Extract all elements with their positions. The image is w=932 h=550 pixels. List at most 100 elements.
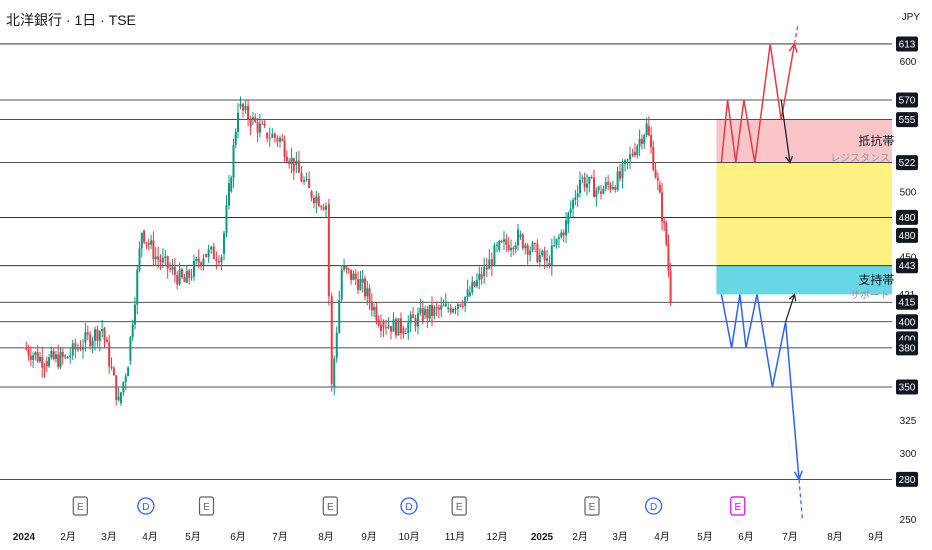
candle-body bbox=[290, 157, 293, 165]
candle-body bbox=[82, 346, 85, 350]
price-tag-label: 613 bbox=[899, 39, 916, 50]
candle-body bbox=[312, 197, 315, 204]
candle-body bbox=[79, 348, 82, 350]
candle-body bbox=[129, 336, 132, 361]
candle-body bbox=[157, 256, 160, 260]
candle-body bbox=[419, 308, 422, 314]
candle-body bbox=[91, 340, 94, 346]
dividend-marker-letter: D bbox=[405, 502, 412, 513]
zone-rect bbox=[716, 119, 892, 163]
candle-body bbox=[138, 248, 141, 270]
x-tick-label: 4月 bbox=[654, 531, 670, 543]
price-tag-label: 280 bbox=[899, 475, 916, 486]
candle-body bbox=[583, 177, 586, 188]
candle-body bbox=[380, 324, 382, 331]
scenario-down-path bbox=[720, 294, 800, 480]
candle-body bbox=[633, 152, 636, 156]
candle-body bbox=[555, 238, 558, 246]
candle-body bbox=[225, 205, 228, 234]
candle-body bbox=[279, 137, 281, 142]
candle-body bbox=[152, 240, 155, 260]
candle-body bbox=[466, 289, 469, 297]
candle-body bbox=[145, 242, 148, 244]
candle-body bbox=[431, 305, 433, 317]
candle-body bbox=[38, 356, 41, 362]
candle-body bbox=[103, 328, 106, 340]
earnings-marker bbox=[198, 496, 215, 516]
candle-body bbox=[626, 159, 629, 161]
candle-body bbox=[57, 354, 60, 367]
candle-body bbox=[475, 280, 478, 287]
candle-body bbox=[96, 329, 99, 341]
currency-label[interactable]: JPY bbox=[901, 12, 920, 23]
candle-body bbox=[485, 267, 488, 270]
candle-body bbox=[288, 161, 291, 165]
x-tick-label: 3月 bbox=[101, 531, 117, 543]
candle-body bbox=[650, 135, 653, 148]
candle-body bbox=[409, 314, 412, 323]
candle-body bbox=[595, 190, 598, 197]
candle-body bbox=[433, 307, 436, 317]
candle-body bbox=[478, 274, 481, 281]
candle-body bbox=[471, 281, 474, 293]
candle-body bbox=[529, 250, 532, 255]
x-tick-label: 9月 bbox=[868, 531, 884, 543]
candle-body bbox=[76, 348, 79, 350]
price-tag bbox=[896, 112, 918, 128]
candle-body bbox=[574, 197, 577, 200]
candle-body bbox=[150, 240, 153, 245]
y-tick-label: 500 bbox=[900, 187, 917, 198]
candle-body bbox=[663, 221, 666, 223]
candle-body bbox=[619, 171, 621, 179]
candle-body bbox=[500, 240, 503, 242]
candle-body bbox=[426, 309, 429, 319]
candle-body bbox=[108, 342, 111, 367]
candle-body bbox=[61, 351, 64, 357]
candle-body bbox=[402, 328, 405, 334]
candle-body bbox=[143, 230, 146, 243]
candle-body bbox=[249, 119, 252, 127]
candles bbox=[25, 96, 672, 406]
candle-body bbox=[375, 307, 378, 321]
scenario-up-path bbox=[720, 43, 796, 163]
y-tick-label: 250 bbox=[900, 515, 917, 526]
candle-body bbox=[86, 332, 89, 335]
price-tag-label: 555 bbox=[899, 115, 916, 126]
price-tag-label: 443 bbox=[899, 261, 916, 272]
candle-body bbox=[127, 367, 130, 377]
candle-body bbox=[69, 355, 72, 357]
candle-body bbox=[576, 193, 579, 198]
candle-body bbox=[117, 396, 120, 400]
price-tag bbox=[896, 36, 918, 52]
candle-body bbox=[361, 278, 364, 283]
candle-body bbox=[488, 259, 491, 270]
candle-body bbox=[454, 309, 457, 311]
candle-body bbox=[579, 180, 581, 194]
candle-body bbox=[392, 319, 395, 332]
price-tag bbox=[896, 209, 918, 225]
candle-body bbox=[27, 349, 30, 356]
candle-body bbox=[171, 267, 174, 270]
y-tick-label: 600 bbox=[900, 57, 917, 68]
candle-body bbox=[178, 269, 181, 285]
candle-body bbox=[517, 229, 519, 246]
price-tag bbox=[896, 155, 918, 171]
candle-body bbox=[444, 303, 447, 306]
candle-body bbox=[366, 288, 369, 297]
candle-body bbox=[416, 313, 419, 327]
zone-rect bbox=[716, 265, 892, 295]
candle-body bbox=[98, 331, 101, 341]
candle-body bbox=[43, 367, 46, 369]
candle-body bbox=[322, 207, 325, 210]
candle-body bbox=[368, 288, 371, 302]
candle-body bbox=[181, 269, 184, 278]
candle-body bbox=[297, 160, 300, 173]
candle-body bbox=[29, 355, 32, 360]
candle-body bbox=[200, 262, 203, 266]
candle-body bbox=[640, 138, 643, 144]
candle-body bbox=[185, 270, 188, 283]
price-tag-label: 380 bbox=[899, 343, 916, 354]
earnings-marker-letter: E bbox=[77, 502, 84, 513]
candle-body bbox=[347, 268, 350, 270]
